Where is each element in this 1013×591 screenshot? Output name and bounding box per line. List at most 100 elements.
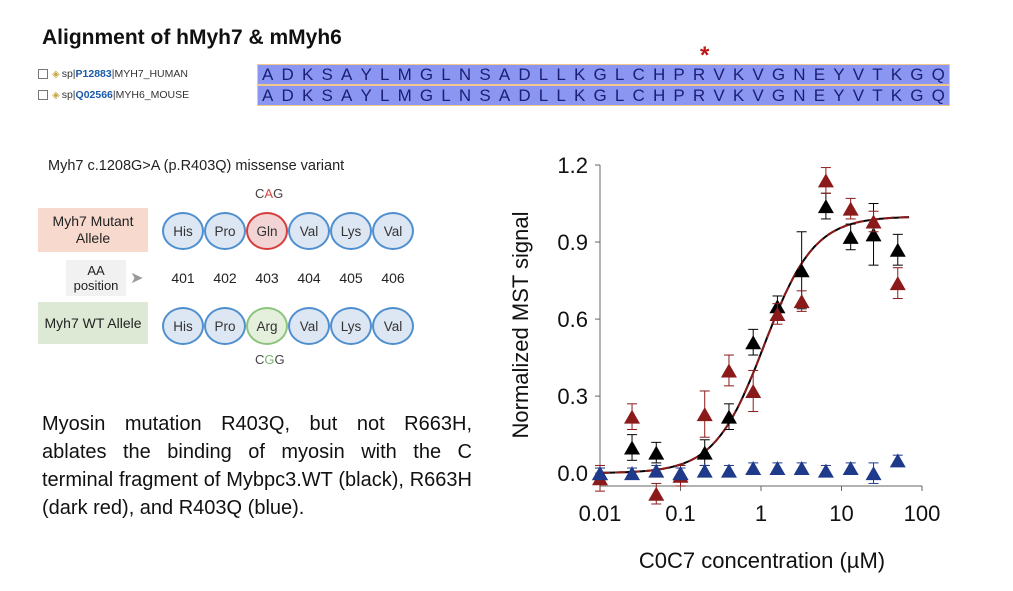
residue: G xyxy=(593,85,607,105)
residue-pro: Pro xyxy=(204,212,246,250)
residue: E xyxy=(813,64,826,84)
wt-allele-label: Myh7 WT Allele xyxy=(38,302,148,344)
position-number: 406 xyxy=(381,270,405,286)
data-point-r403q xyxy=(672,466,689,481)
wt-codon: CGG xyxy=(255,352,285,367)
residue: R xyxy=(692,85,706,105)
data-point-wt xyxy=(745,335,762,350)
data-point-r663h xyxy=(769,306,786,321)
accession-link[interactable]: Q02566 xyxy=(75,89,113,101)
residue: C xyxy=(632,85,645,105)
data-point-wt xyxy=(842,229,859,244)
residue: V xyxy=(852,64,865,84)
residue: G xyxy=(910,85,924,105)
residue-pro: Pro xyxy=(204,307,246,345)
residue: L xyxy=(379,64,390,84)
residue-val: Val xyxy=(288,212,330,250)
position-number: 402 xyxy=(213,270,237,286)
variant-position-marker: * xyxy=(700,42,710,69)
residue: K xyxy=(732,64,745,84)
residue-gln: Gln xyxy=(246,212,288,250)
residue: T xyxy=(872,85,883,105)
y-tick-label: 0.9 xyxy=(557,230,588,255)
residue: V xyxy=(713,85,725,105)
residue: K xyxy=(890,85,903,105)
residue: E xyxy=(813,85,826,105)
residue: S xyxy=(321,64,333,84)
position-number: 405 xyxy=(339,270,363,286)
residue: A xyxy=(340,64,353,84)
data-point-r663h xyxy=(648,486,665,501)
residue: A xyxy=(498,85,511,105)
data-point-r403q xyxy=(817,463,834,478)
data-point-r663h xyxy=(624,409,641,424)
residue-lys: Lys xyxy=(330,307,372,345)
y-tick-label: 1.2 xyxy=(557,153,588,178)
database-icon: ◈ xyxy=(52,68,60,80)
aa-position-label: AA position xyxy=(66,260,126,296)
residue: Q xyxy=(931,64,945,84)
residue: L xyxy=(379,85,390,105)
fit-curves xyxy=(600,216,910,474)
residue-arg: Arg xyxy=(246,307,288,345)
residue: V xyxy=(752,64,764,84)
x-tick-label: 0.01 xyxy=(579,501,622,526)
db-prefix: sp| xyxy=(61,68,76,80)
data-point-r663h xyxy=(865,214,882,229)
data-point-wt xyxy=(648,445,665,460)
chart-axes: 0.01 0.1 1 10 100 0.0 0.3 0.6 0.9 1.2 xyxy=(557,153,940,526)
alignment-title: Alignment of hMyh7 & mMyh6 xyxy=(42,26,342,49)
position-number: 403 xyxy=(255,270,279,286)
residue: M xyxy=(397,64,412,84)
residue: H xyxy=(652,64,666,84)
data-point-r403q xyxy=(769,461,786,476)
residue: K xyxy=(574,64,586,84)
mutant-allele-label: Myh7 Mutant Allele xyxy=(38,208,148,252)
position-number: 404 xyxy=(297,270,321,286)
residue: D xyxy=(281,64,294,84)
alignment-row-human: ◈ sp|P12883|MYH7_HUMAN xyxy=(38,64,272,84)
y-tick-label: 0.3 xyxy=(557,384,588,409)
residue: G xyxy=(419,85,434,105)
accession-link[interactable]: P12883 xyxy=(75,68,112,80)
data-point-wt xyxy=(865,227,882,242)
residue: M xyxy=(397,85,412,105)
residue: N xyxy=(793,64,806,84)
residue-val: Val xyxy=(288,307,330,345)
residue: S xyxy=(321,85,333,105)
residue: V xyxy=(752,85,764,105)
x-tick-label: 100 xyxy=(904,501,941,526)
residue-his: His xyxy=(162,307,204,345)
data-point-r403q xyxy=(720,463,737,478)
y-axis-label: Normalized MST signal xyxy=(508,211,533,438)
residue: C xyxy=(632,64,645,84)
residue: G xyxy=(910,64,924,84)
data-point-r663h xyxy=(817,173,834,188)
x-tick-label: 10 xyxy=(829,501,853,526)
residue: T xyxy=(872,64,883,84)
residue: K xyxy=(301,85,314,105)
residue: L xyxy=(614,64,625,84)
residue: A xyxy=(340,85,353,105)
row-checkbox[interactable] xyxy=(38,69,48,79)
residue: A xyxy=(498,64,511,84)
data-point-r403q xyxy=(793,461,810,476)
protein-name: |MYH7_HUMAN xyxy=(111,68,188,80)
data-point-r403q xyxy=(696,463,713,478)
residue: S xyxy=(479,85,491,105)
data-point-r663h xyxy=(745,383,762,398)
data-point-r403q xyxy=(648,463,665,478)
alignment-row-mouse: ◈ sp|Q02566|MYH6_MOUSE xyxy=(38,85,272,105)
residue-lys: Lys xyxy=(330,212,372,250)
residue: D xyxy=(281,85,294,105)
row-checkbox[interactable] xyxy=(38,90,48,100)
residue: D xyxy=(518,64,531,84)
y-tick-label: 0.6 xyxy=(557,307,588,332)
residue: Y xyxy=(360,85,372,105)
x-tick-label: 0.1 xyxy=(665,501,696,526)
variant-title: Myh7 c.1208G>A (p.R403Q) missense varian… xyxy=(48,158,345,174)
residue: L xyxy=(538,85,549,105)
residue: Q xyxy=(931,85,945,105)
position-number: 401 xyxy=(171,270,195,286)
